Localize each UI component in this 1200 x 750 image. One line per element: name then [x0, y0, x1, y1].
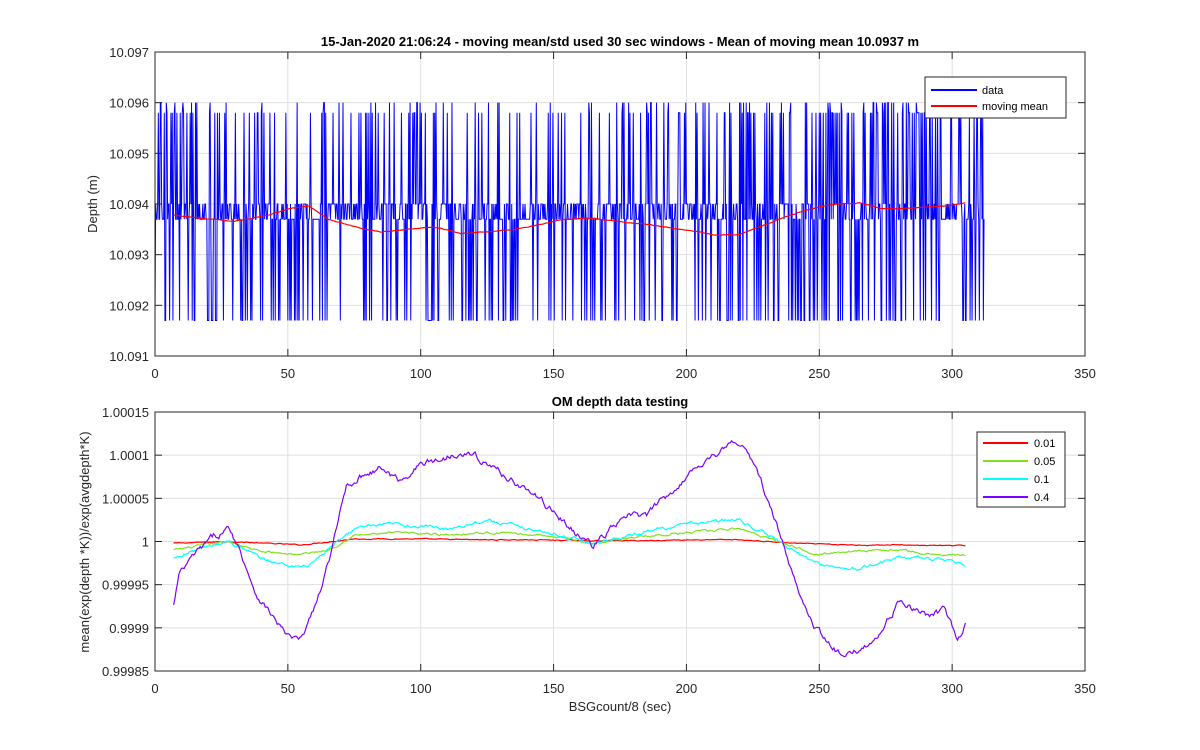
bottom-y-tick-label: 1.00015	[102, 405, 149, 420]
bottom-y-tick-label: 0.99985	[102, 664, 149, 679]
top-x-tick-label: 0	[151, 366, 158, 381]
bottom-legend-box	[976, 431, 1066, 508]
series-line-moving-mean	[173, 202, 966, 237]
bottom-ticks: 0 50 100 150 200 250 300 350 0.99985 0.9999 0.9999…	[102, 405, 1096, 696]
top-y-tick-label: 10.095	[109, 146, 149, 161]
top-legend-box	[924, 76, 1067, 119]
bottom-grid	[155, 412, 1085, 671]
series-line-0-05	[173, 527, 966, 557]
top-y-tick-label: 10.091	[109, 349, 149, 364]
top-x-tick-label: 50	[281, 366, 295, 381]
top-y-tick-label: 10.094	[109, 197, 149, 212]
top-x-tick-label: 350	[1074, 366, 1096, 381]
top-y-tick-label: 10.096	[109, 96, 149, 111]
legend-label-0-4: 0.4	[1034, 492, 1049, 504]
bottom-y-tick-label: 0.9999	[109, 621, 149, 636]
top-series	[154, 102, 985, 322]
bottom-y-tick-label: 1.00005	[102, 491, 149, 506]
bottom-x-tick-label: 50	[281, 681, 295, 696]
bottom-y-tick-label: 1	[142, 535, 149, 550]
top-legend: data moving mean	[924, 76, 1067, 119]
top-x-tick-label: 150	[543, 366, 565, 381]
legend-label-0-1: 0.1	[1034, 474, 1049, 486]
bottom-x-tick-label: 300	[941, 681, 963, 696]
bottom-chart-title: OM depth data testing	[552, 394, 689, 409]
top-x-tick-label: 250	[808, 366, 830, 381]
top-y-tick-label: 10.093	[109, 248, 149, 263]
bottom-series	[173, 439, 967, 658]
top-x-tick-label: 200	[676, 366, 698, 381]
bottom-legend: 0.01 0.05 0.1 0.4	[976, 431, 1066, 508]
top-x-tick-label: 100	[410, 366, 432, 381]
top-y-tick-label: 10.092	[109, 298, 149, 313]
bottom-y-tick-label: 1.0001	[109, 448, 149, 463]
top-y-tick-label: 10.097	[109, 45, 149, 60]
bottom-x-tick-label: 250	[808, 681, 830, 696]
bottom-axes: 0 50 100 150 200 250 300 350 0.99985 0.9999 0.9999…	[77, 394, 1096, 714]
legend-label-0-01: 0.01	[1034, 438, 1055, 450]
bottom-x-tick-label: 350	[1074, 681, 1096, 696]
top-y-axis-label: Depth (m)	[85, 175, 100, 233]
bottom-x-tick-label: 150	[543, 681, 565, 696]
legend-label-data: data	[982, 85, 1004, 97]
top-axes: 0 50 100 150 200 250 300 350 10.091 10.092 10.093 1…	[85, 34, 1096, 381]
top-ticks: 0 50 100 150 200 250 300 350 10.091 10.092 10.093 1…	[109, 45, 1096, 381]
legend-label-0-05: 0.05	[1034, 456, 1055, 468]
bottom-y-axis-label: mean(exp(depth *K))/exp(avgdepth*K)	[77, 431, 92, 652]
top-chart-title: 15-Jan-2020 21:06:24 - moving mean/std u…	[321, 34, 919, 49]
legend-label-moving-mean: moving mean	[982, 101, 1048, 113]
top-x-tick-label: 300	[941, 366, 963, 381]
bottom-x-tick-label: 200	[676, 681, 698, 696]
bottom-x-tick-label: 0	[151, 681, 158, 696]
bottom-x-tick-label: 100	[410, 681, 432, 696]
series-line-0-4	[173, 439, 967, 658]
bottom-y-tick-label: 0.99995	[102, 578, 149, 593]
bottom-x-axis-label: BSGcount/8 (sec)	[569, 699, 672, 714]
series-line-0-1	[173, 517, 966, 571]
